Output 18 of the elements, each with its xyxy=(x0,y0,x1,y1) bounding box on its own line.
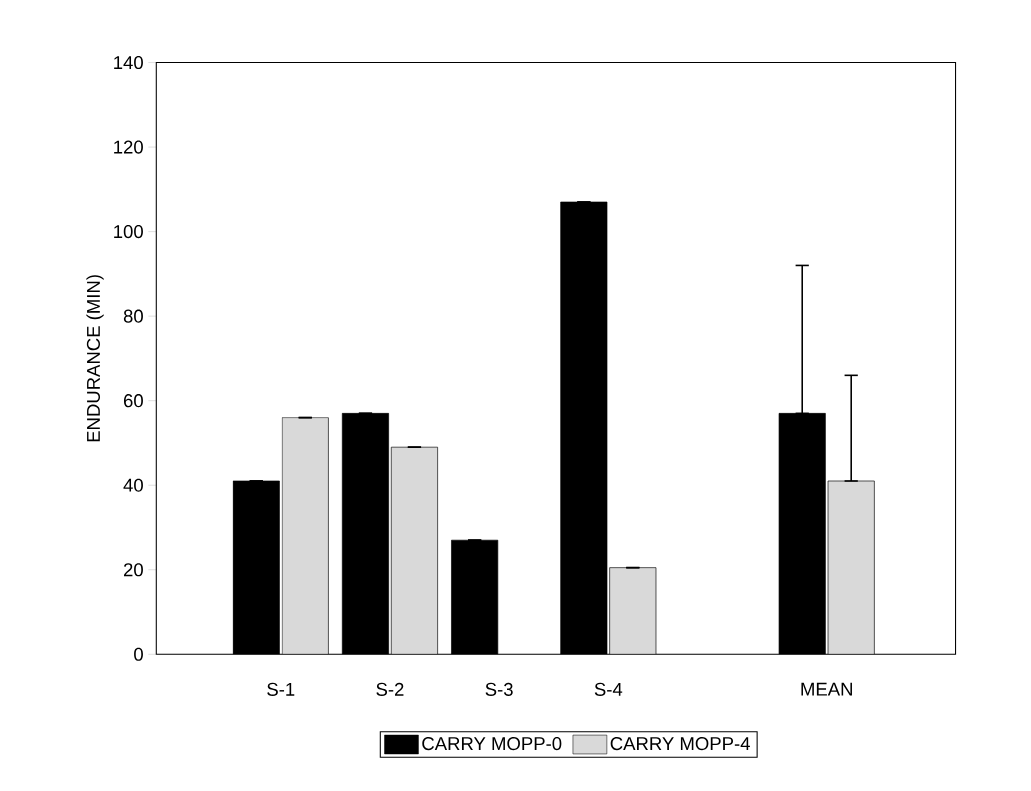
x-tick-label: MEAN xyxy=(801,682,852,696)
y-tick-label: 40 xyxy=(123,478,143,492)
y-tick-label: 120 xyxy=(114,140,143,154)
x-tick-label: S-3 xyxy=(485,682,513,696)
legend-label: CARRY MOPP-0 xyxy=(422,736,562,751)
y-axis-title: ENDURANCE (MIN) xyxy=(86,275,104,442)
x-tick-label: S-1 xyxy=(267,682,295,696)
y-tick-label: 0 xyxy=(134,647,143,661)
x-tick-label: S-2 xyxy=(376,682,404,696)
legend-label: CARRY MOPP-4 xyxy=(610,736,750,751)
y-tick-label: 140 xyxy=(114,55,143,69)
bar xyxy=(390,446,438,655)
y-tick-label: 60 xyxy=(123,393,143,408)
bar xyxy=(281,417,329,655)
x-tick-label: S-4 xyxy=(594,682,623,696)
y-tick-label: 20 xyxy=(123,563,143,577)
y-tick-label: 100 xyxy=(114,224,143,239)
y-tick-label: 80 xyxy=(123,309,143,323)
